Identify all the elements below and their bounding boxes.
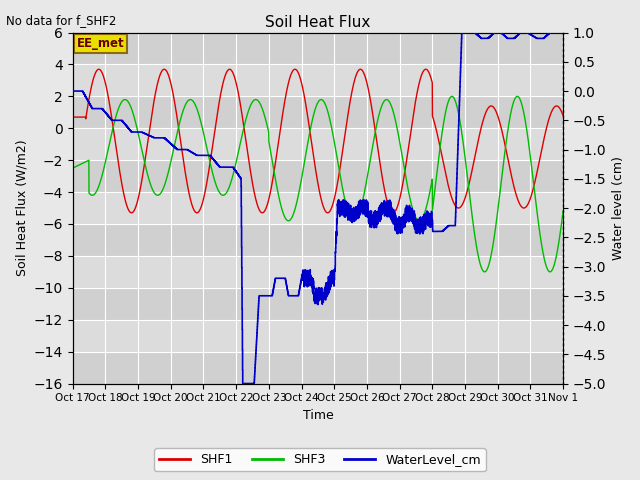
SHF3 xyxy=(497,184,504,190)
Bar xyxy=(73,96,563,128)
Bar xyxy=(73,33,563,64)
Title: Soil Heat Flux: Soil Heat Flux xyxy=(265,15,371,30)
Bar xyxy=(73,64,563,96)
SHF3 xyxy=(546,269,554,275)
SHF3 xyxy=(513,94,521,99)
Bar xyxy=(73,192,563,224)
Bar xyxy=(73,288,563,320)
SHF1 xyxy=(69,114,77,120)
SHF3 xyxy=(550,264,557,269)
SHF1 xyxy=(128,210,136,216)
Y-axis label: Soil Heat Flux (W/m2): Soil Heat Flux (W/m2) xyxy=(15,140,28,276)
Line: SHF3: SHF3 xyxy=(73,96,563,272)
Text: No data for f_SHF2: No data for f_SHF2 xyxy=(6,14,116,27)
SHF1 xyxy=(559,113,567,119)
SHF3 xyxy=(125,99,132,105)
SHF3 xyxy=(154,192,161,198)
Bar xyxy=(73,320,563,352)
Bar xyxy=(73,256,563,288)
X-axis label: Time: Time xyxy=(303,409,333,422)
SHF3 xyxy=(559,208,567,214)
SHF3 xyxy=(257,102,264,108)
SHF1 xyxy=(125,207,132,213)
SHF1 xyxy=(497,124,505,130)
Text: EE_met: EE_met xyxy=(77,37,124,50)
Bar xyxy=(73,128,563,160)
SHF3 xyxy=(278,206,286,212)
Line: SHF1: SHF1 xyxy=(73,69,563,213)
SHF1 xyxy=(95,66,102,72)
Bar xyxy=(73,160,563,192)
Bar xyxy=(73,224,563,256)
SHF1 xyxy=(550,105,557,110)
SHF1 xyxy=(278,113,286,119)
Legend: SHF1, SHF3, WaterLevel_cm: SHF1, SHF3, WaterLevel_cm xyxy=(154,448,486,471)
Bar xyxy=(73,352,563,384)
SHF1 xyxy=(257,209,265,215)
SHF1 xyxy=(154,79,162,84)
Y-axis label: Water level (cm): Water level (cm) xyxy=(612,156,625,260)
SHF3 xyxy=(69,165,77,171)
